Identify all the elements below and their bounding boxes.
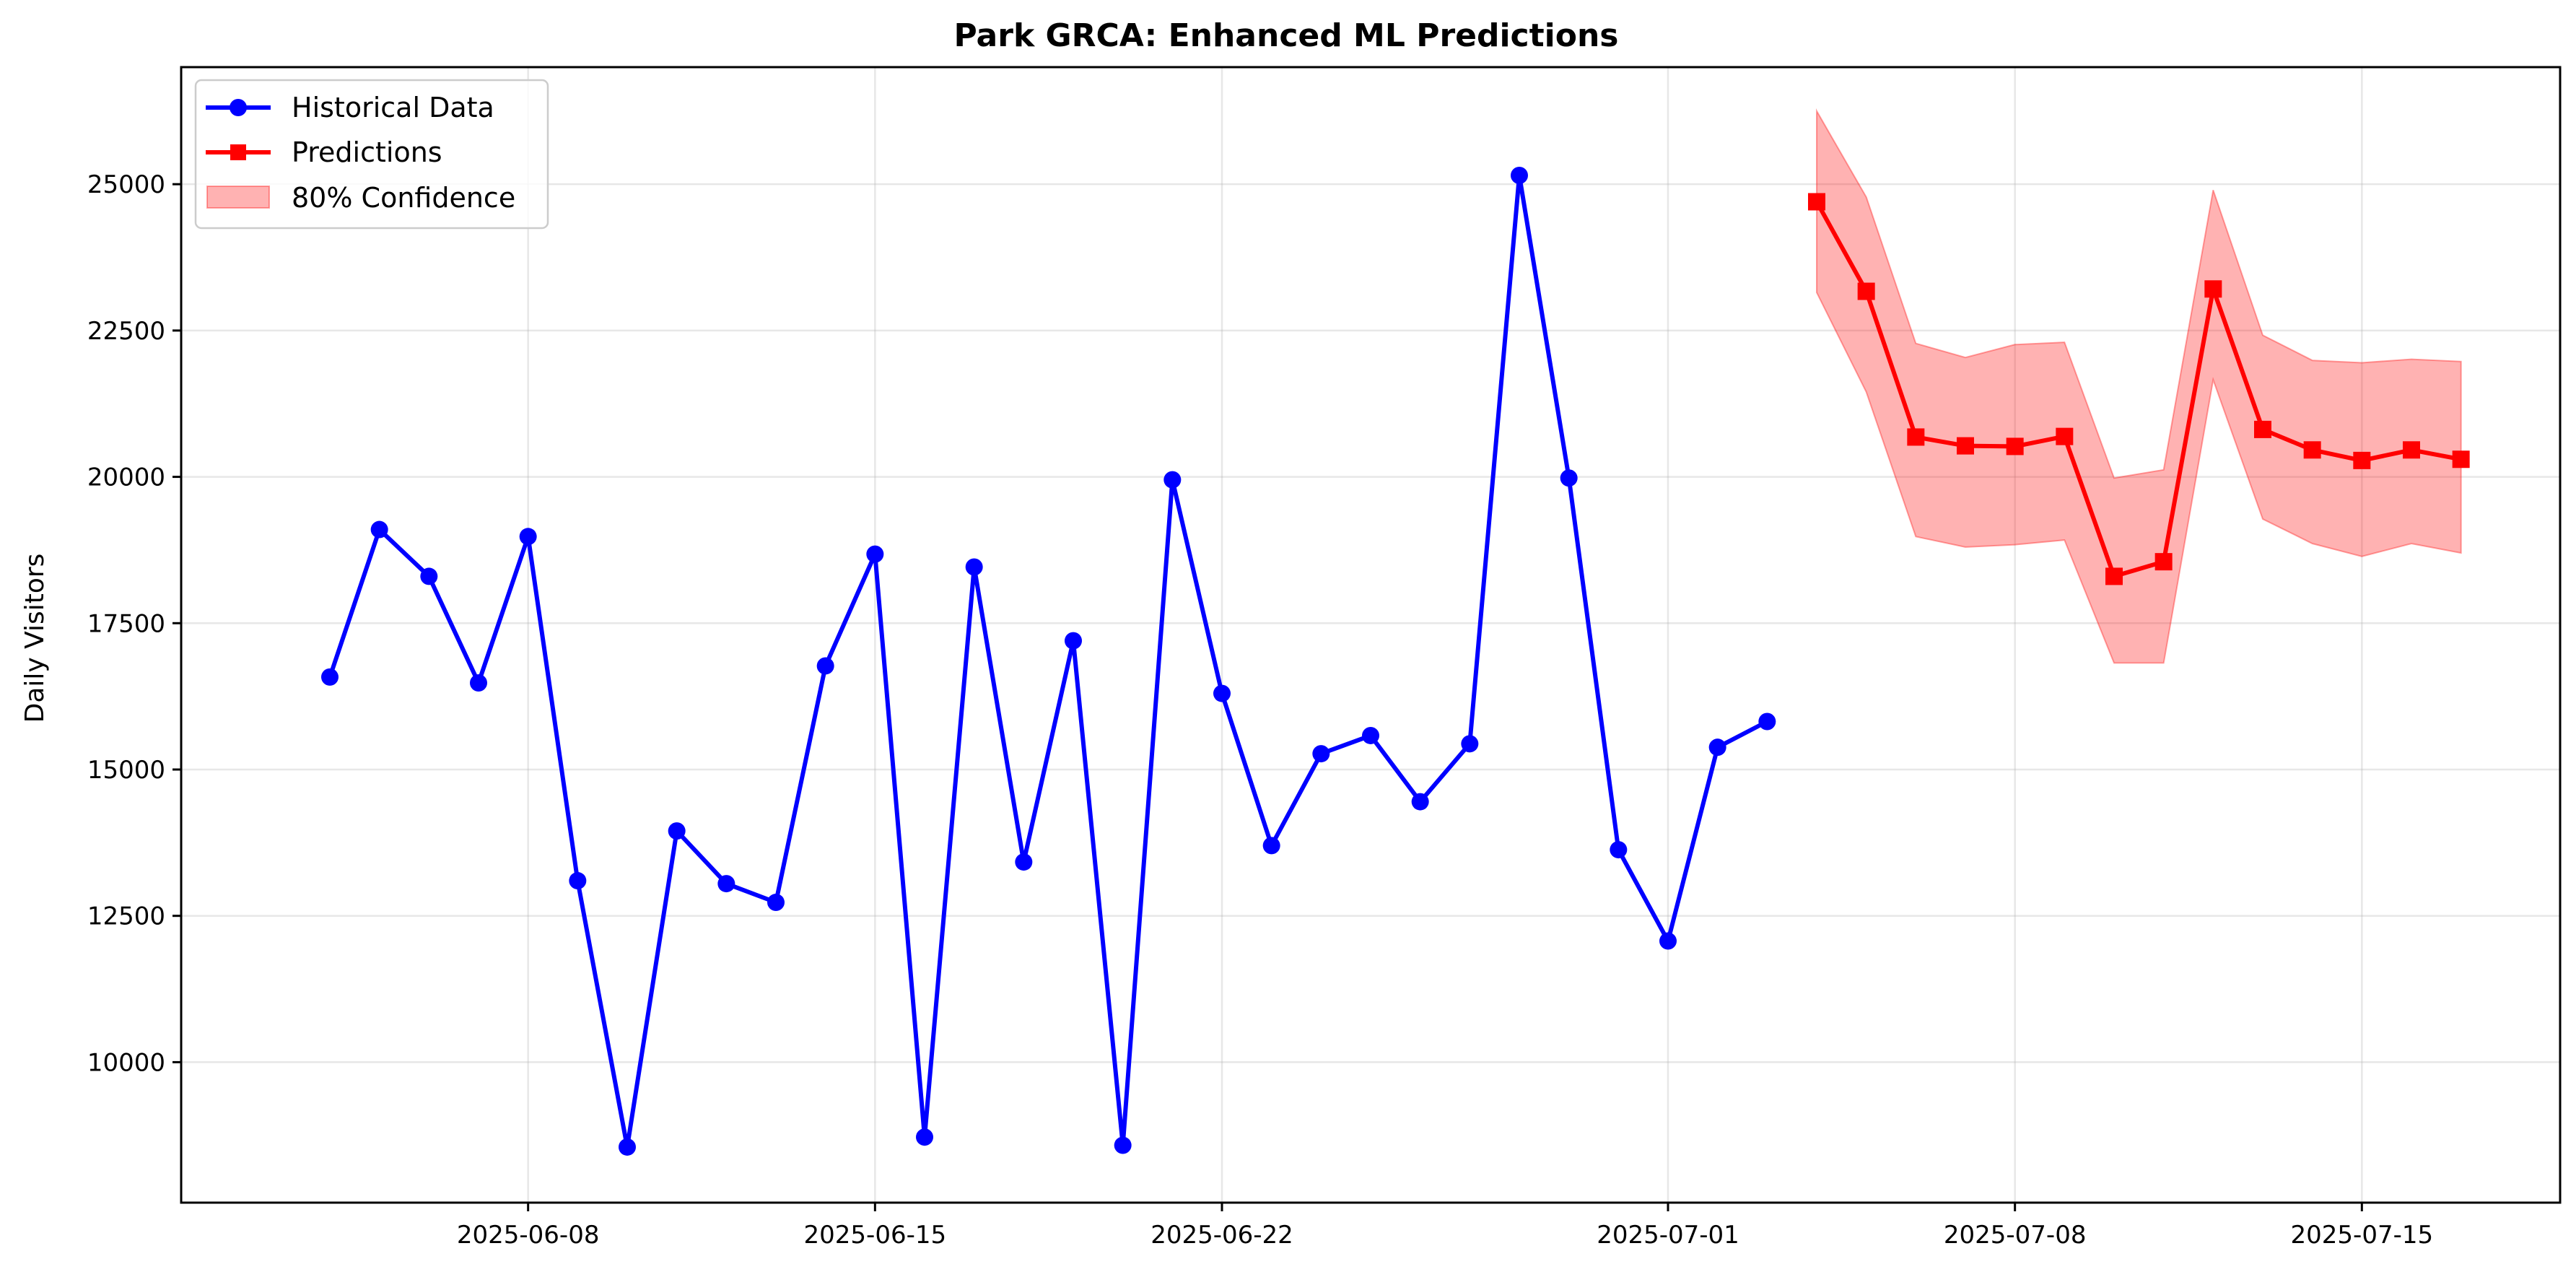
historical-point xyxy=(420,567,438,585)
y-tick-label: 25000 xyxy=(87,170,165,199)
legend-historical-marker xyxy=(230,99,247,116)
historical-point xyxy=(321,668,339,686)
predictions-point xyxy=(1957,437,1974,455)
historical-point xyxy=(519,528,537,546)
predictions-point xyxy=(2353,451,2371,469)
historical-point xyxy=(1213,684,1231,702)
predictions-point xyxy=(2204,280,2222,298)
predictions-point xyxy=(2154,553,2173,571)
predictions-point xyxy=(2105,567,2123,585)
predictions-point xyxy=(2254,420,2271,438)
historical-point xyxy=(619,1138,636,1156)
historical-point xyxy=(1411,793,1429,811)
legend-predictions-marker xyxy=(230,144,246,160)
predictions-point xyxy=(2303,441,2321,459)
confidence-band-layer xyxy=(1816,108,2462,664)
axes-ticks: 2025-06-08 2025-06-15 2025-06-22 2025-07-01… xyxy=(87,170,2433,1250)
x-tick-label: 2025-06-08 xyxy=(457,1221,600,1250)
legend-confidence-label: 80% Confidence xyxy=(292,182,515,214)
historical-point xyxy=(916,1128,933,1146)
chart-title: Park GRCA: Enhanced ML Predictions xyxy=(953,17,1618,54)
predictions-point xyxy=(2452,450,2470,468)
x-tick-label: 2025-06-22 xyxy=(1151,1221,1293,1250)
historical-point xyxy=(1114,1136,1132,1154)
historical-series-line xyxy=(328,173,1768,1149)
y-tick-label: 22500 xyxy=(87,317,165,346)
legend-confidence-swatch xyxy=(206,186,270,209)
historical-point xyxy=(767,894,785,912)
historical-point xyxy=(1610,841,1628,859)
historical-point xyxy=(1262,837,1280,855)
predictions-point xyxy=(1857,282,1875,300)
historical-point xyxy=(1015,853,1033,871)
legend-box xyxy=(194,79,549,230)
legend-historical-label: Historical Data xyxy=(292,92,494,123)
x-tick-label: 2025-07-15 xyxy=(2291,1221,2434,1250)
historical-point xyxy=(1163,471,1182,489)
grid-lines xyxy=(181,67,2560,1203)
confidence-band-area xyxy=(1816,108,2462,664)
series-layer xyxy=(321,167,2470,1156)
historical-point xyxy=(1312,745,1330,763)
predictions-point xyxy=(1808,193,1825,211)
historical-point xyxy=(1659,932,1677,950)
historical-point xyxy=(1758,712,1776,731)
historical-point xyxy=(1708,738,1726,757)
y-axis-title: Daily Visitors xyxy=(20,554,50,723)
predictions-point xyxy=(2006,437,2024,456)
historical-point xyxy=(866,545,884,563)
predictions-point xyxy=(2056,427,2074,445)
plot-frame xyxy=(180,66,2562,1204)
historical-point xyxy=(1461,735,1479,753)
historical-point xyxy=(370,520,388,539)
y-tick-label: 10000 xyxy=(87,1048,165,1077)
historical-point xyxy=(816,657,834,675)
historical-point xyxy=(1362,726,1379,744)
y-tick-label: 15000 xyxy=(87,756,165,785)
historical-point xyxy=(668,822,686,840)
y-tick-label: 17500 xyxy=(87,609,165,638)
historical-point xyxy=(470,674,487,692)
historical-point xyxy=(717,875,735,893)
historical-point xyxy=(1511,167,1528,185)
legend: Historical Data Predictions 80% Confiden… xyxy=(194,79,549,230)
historical-point xyxy=(965,558,983,576)
historical-point xyxy=(1065,632,1082,650)
predictions-point xyxy=(2403,441,2420,459)
x-tick-label: 2025-07-01 xyxy=(1597,1221,1739,1250)
y-tick-label: 12500 xyxy=(87,902,165,931)
legend-predictions-label: Predictions xyxy=(292,136,442,168)
historical-point xyxy=(1560,469,1578,487)
predictions-point xyxy=(1907,428,1925,446)
y-tick-label: 20000 xyxy=(87,463,165,492)
x-tick-label: 2025-06-15 xyxy=(804,1221,947,1250)
x-tick-label: 2025-07-08 xyxy=(1944,1221,2087,1250)
historical-point xyxy=(569,872,587,890)
